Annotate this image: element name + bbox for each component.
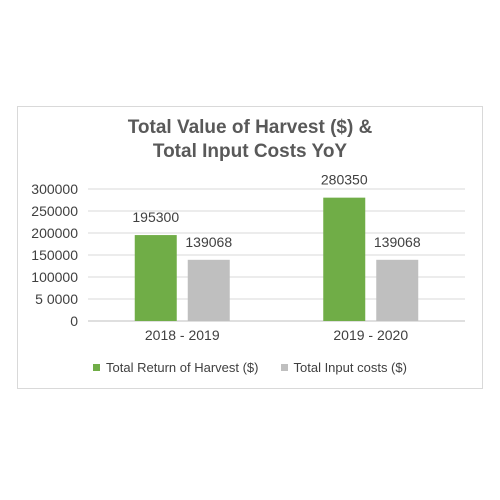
- y-tick-label: 5 0000: [35, 291, 78, 307]
- y-tick-label: 0: [70, 313, 78, 329]
- legend-label-return: Total Return of Harvest ($): [106, 360, 259, 375]
- legend-swatch-return: [93, 364, 101, 371]
- bar: [134, 235, 177, 321]
- chart-legend: Total Return of Harvest ($) Total Input …: [0, 360, 500, 375]
- legend-item-return: Total Return of Harvest ($): [93, 360, 259, 375]
- data-label: 195300: [132, 209, 179, 225]
- y-tick-label: 200000: [31, 225, 78, 241]
- chart-title-line-1: Total Value of Harvest ($) &: [127, 117, 373, 138]
- y-tick-label: 250000: [31, 203, 78, 219]
- bar: [323, 197, 366, 321]
- y-tick-label: 150000: [31, 247, 78, 263]
- data-label: 139068: [374, 234, 421, 250]
- legend-swatch-input-costs: [280, 364, 288, 371]
- chart-title: Total Value of Harvest ($) & Total Input…: [0, 116, 500, 164]
- bar: [376, 259, 419, 321]
- y-tick-label: 100000: [31, 269, 78, 285]
- legend-label-input-costs: Total Input costs ($): [293, 360, 407, 375]
- x-category-label: 2019 - 2020: [333, 327, 408, 343]
- bar: [187, 259, 230, 321]
- data-label: 280350: [321, 172, 368, 188]
- data-label: 139068: [185, 234, 232, 250]
- chart-frame: [17, 106, 483, 389]
- chart-title-line-2: Total Input Costs YoY: [152, 141, 348, 162]
- legend-item-input-costs: Total Input costs ($): [280, 360, 407, 375]
- x-category-label: 2018 - 2019: [145, 327, 220, 343]
- y-tick-label: 300000: [31, 181, 78, 197]
